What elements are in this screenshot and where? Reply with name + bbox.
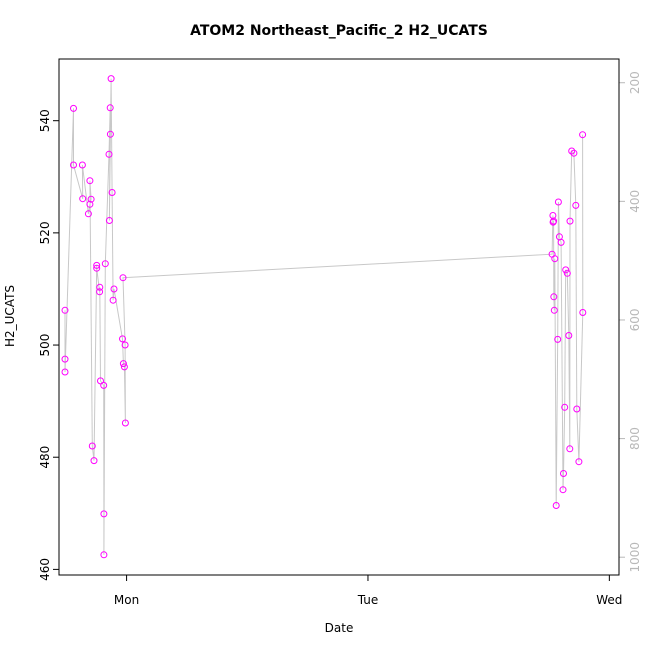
chart-title: ATOM2 Northeast_Pacific_2 H2_UCATS xyxy=(190,23,488,39)
data-point xyxy=(550,217,558,225)
y2-tick-label: 200 xyxy=(628,71,642,94)
data-point xyxy=(119,335,126,343)
data-point xyxy=(106,130,114,138)
data-point xyxy=(100,381,108,389)
data-point xyxy=(121,341,129,349)
data-point xyxy=(100,510,108,518)
data-point xyxy=(97,377,104,385)
data-point xyxy=(572,201,580,209)
data-point xyxy=(575,458,583,466)
data-point xyxy=(550,293,558,301)
data-point xyxy=(554,335,562,343)
x-tick-label: Wed xyxy=(596,593,622,607)
data-point xyxy=(84,210,92,218)
data-point xyxy=(70,104,77,112)
data-point xyxy=(554,198,562,206)
y2-tick-label: 600 xyxy=(628,309,642,332)
data-point xyxy=(105,150,113,158)
y2-tick-label: 800 xyxy=(628,427,642,450)
data-point xyxy=(93,261,101,269)
data-point xyxy=(563,269,571,277)
data-point xyxy=(550,306,558,314)
data-point xyxy=(557,238,565,246)
data-point xyxy=(560,470,567,477)
data-point xyxy=(96,283,104,291)
data-point xyxy=(573,405,581,413)
y-tick-label: 500 xyxy=(38,334,52,357)
series-line-path xyxy=(64,78,584,555)
data-point xyxy=(93,264,101,272)
data-point xyxy=(86,200,94,208)
data-point xyxy=(561,403,569,411)
data-point xyxy=(568,147,576,155)
data-point xyxy=(119,360,127,368)
data-point xyxy=(86,177,94,185)
x-axis-label: Date xyxy=(325,621,354,635)
data-point xyxy=(562,266,570,274)
y-tick-label: 520 xyxy=(38,221,52,244)
data-points xyxy=(61,75,587,559)
data-point xyxy=(107,75,115,83)
data-point xyxy=(110,285,118,293)
data-point xyxy=(566,217,574,225)
data-point xyxy=(570,149,578,157)
data-point xyxy=(79,195,87,203)
y-axis-label: H2_UCATS xyxy=(3,285,17,347)
data-point xyxy=(96,288,104,296)
data-point xyxy=(108,189,116,196)
data-point xyxy=(109,296,117,304)
data-point xyxy=(119,274,127,282)
data-point xyxy=(565,332,573,339)
data-point xyxy=(551,255,559,263)
data-point xyxy=(105,217,113,224)
x-tick-label: Tue xyxy=(357,593,379,607)
data-point xyxy=(579,131,587,139)
data-point xyxy=(579,309,587,316)
y2-tick-label: 400 xyxy=(628,190,642,213)
data-point xyxy=(78,161,86,169)
data-point xyxy=(70,161,77,169)
y2-tick-label: 1000 xyxy=(628,542,642,573)
y-tick-label: 480 xyxy=(38,446,52,469)
y-tick-label: 540 xyxy=(38,109,52,132)
x-tick-label: Mon xyxy=(114,593,139,607)
data-point xyxy=(559,486,567,494)
data-point xyxy=(88,442,96,450)
data-point xyxy=(87,195,95,203)
axes: 460 480 500 520 540 200 400 600 800 1000 Mon Tue Wed xyxy=(38,71,642,607)
data-point xyxy=(61,355,69,363)
data-point xyxy=(120,363,128,371)
data-point xyxy=(61,306,69,314)
data-point xyxy=(100,551,108,559)
data-point xyxy=(90,457,98,465)
data-point xyxy=(61,368,69,376)
plot-frame xyxy=(58,58,620,576)
connecting-line xyxy=(64,78,584,555)
data-point xyxy=(552,502,560,509)
data-point xyxy=(121,419,129,427)
data-point xyxy=(101,260,109,268)
data-point xyxy=(566,445,574,453)
y-tick-label: 460 xyxy=(38,558,52,581)
data-point xyxy=(106,104,114,112)
